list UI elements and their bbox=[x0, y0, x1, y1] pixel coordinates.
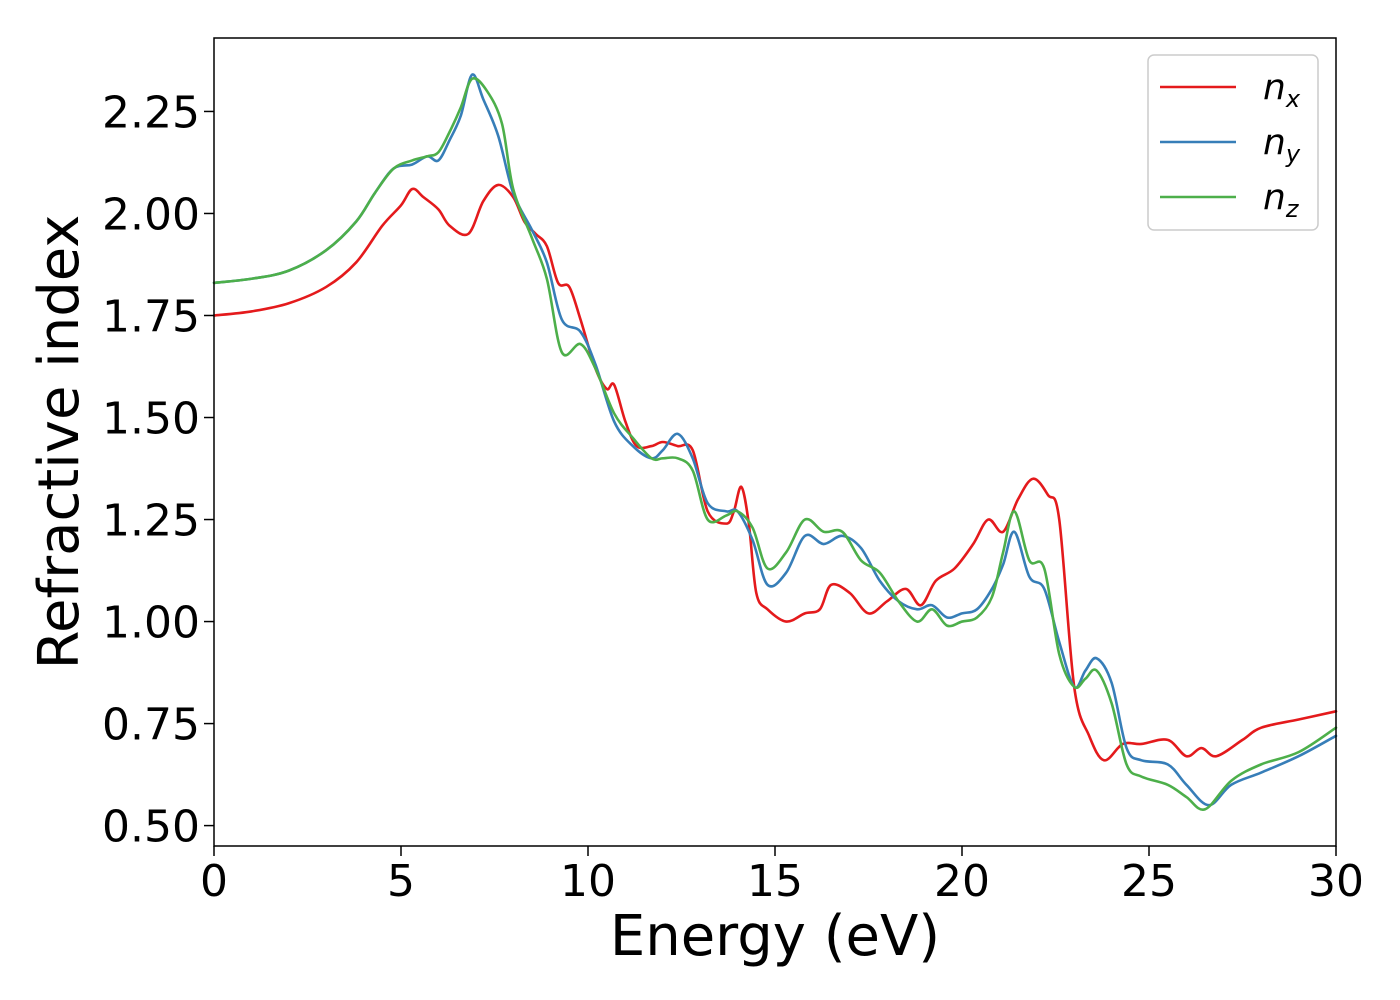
x-axis: 0 5 10 15 20 25 30 bbox=[200, 846, 1364, 907]
y-tick-label: 1.50 bbox=[102, 394, 200, 445]
legend-label-nz: nz bbox=[1263, 177, 1300, 223]
x-tick-label: 30 bbox=[1308, 856, 1364, 907]
legend-label-nx: nx bbox=[1263, 67, 1301, 113]
y-axis-label: Refractive index bbox=[27, 215, 92, 670]
x-tick-label: 15 bbox=[747, 856, 803, 907]
y-tick-label: 1.00 bbox=[102, 598, 200, 649]
x-tick-label: 0 bbox=[200, 856, 228, 907]
x-tick-label: 25 bbox=[1121, 856, 1177, 907]
legend-label-ny: ny bbox=[1263, 122, 1301, 168]
x-tick-label: 10 bbox=[560, 856, 616, 907]
series-layer bbox=[212, 73, 1338, 811]
series-line-nz bbox=[212, 76, 1338, 811]
y-tick-label: 1.75 bbox=[102, 291, 200, 342]
series-line-ny bbox=[212, 73, 1338, 807]
y-tick-label: 0.50 bbox=[102, 802, 200, 853]
x-axis-label: Energy (eV) bbox=[610, 904, 940, 969]
y-tick-label: 2.25 bbox=[102, 87, 200, 138]
y-axis: 0.50 0.75 1.00 1.25 1.50 1.75 2.00 2.25 bbox=[102, 87, 214, 853]
x-tick-label: 5 bbox=[387, 856, 415, 907]
y-tick-label: 1.25 bbox=[102, 496, 200, 547]
y-tick-label: 0.75 bbox=[102, 700, 200, 751]
series-line-nx bbox=[212, 183, 1338, 762]
x-tick-label: 20 bbox=[934, 856, 990, 907]
y-tick-label: 2.00 bbox=[102, 189, 200, 240]
legend: nx ny nz bbox=[1147, 54, 1319, 231]
